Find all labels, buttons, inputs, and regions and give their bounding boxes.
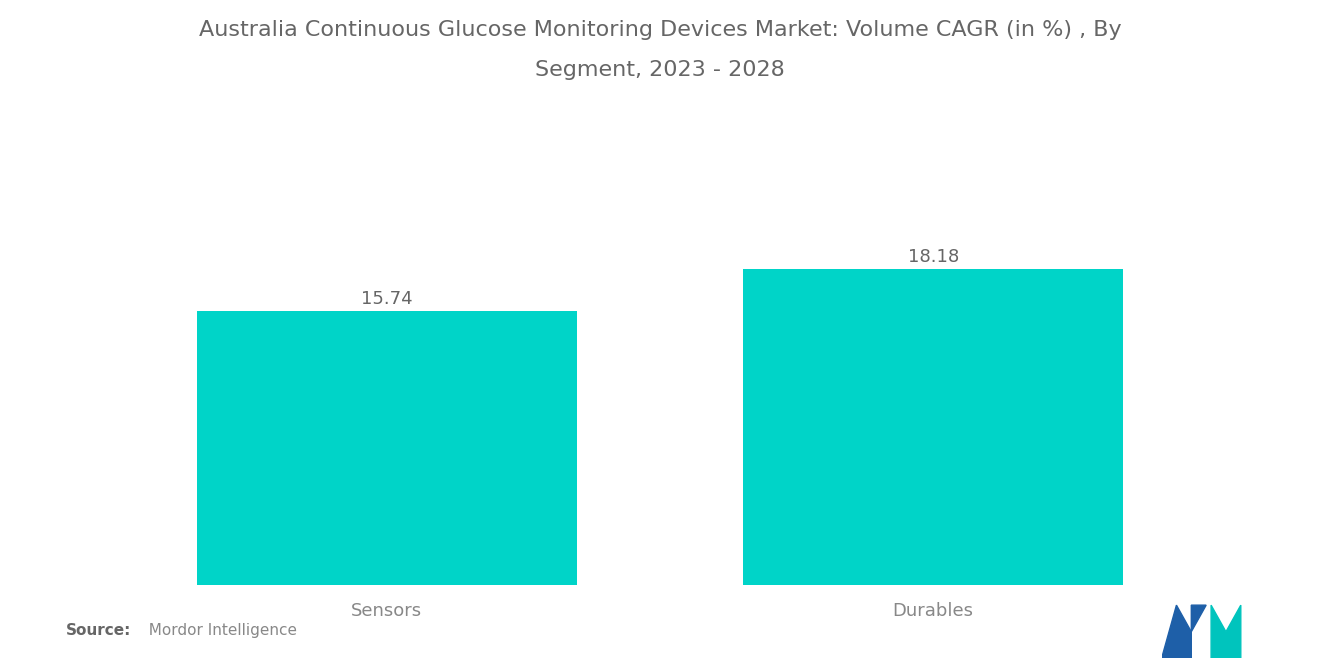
Polygon shape <box>1212 605 1241 658</box>
Text: Mordor Intelligence: Mordor Intelligence <box>139 623 297 638</box>
Text: Australia Continuous Glucose Monitoring Devices Market: Volume CAGR (in %) , By: Australia Continuous Glucose Monitoring … <box>199 20 1121 40</box>
Text: Source:: Source: <box>66 623 132 638</box>
Text: 15.74: 15.74 <box>360 291 413 309</box>
Text: Segment, 2023 - 2028: Segment, 2023 - 2028 <box>535 60 785 80</box>
Bar <box>197 311 577 585</box>
Text: 18.18: 18.18 <box>908 248 958 266</box>
Polygon shape <box>1162 605 1191 658</box>
Polygon shape <box>1191 605 1206 658</box>
Bar <box>743 269 1123 585</box>
